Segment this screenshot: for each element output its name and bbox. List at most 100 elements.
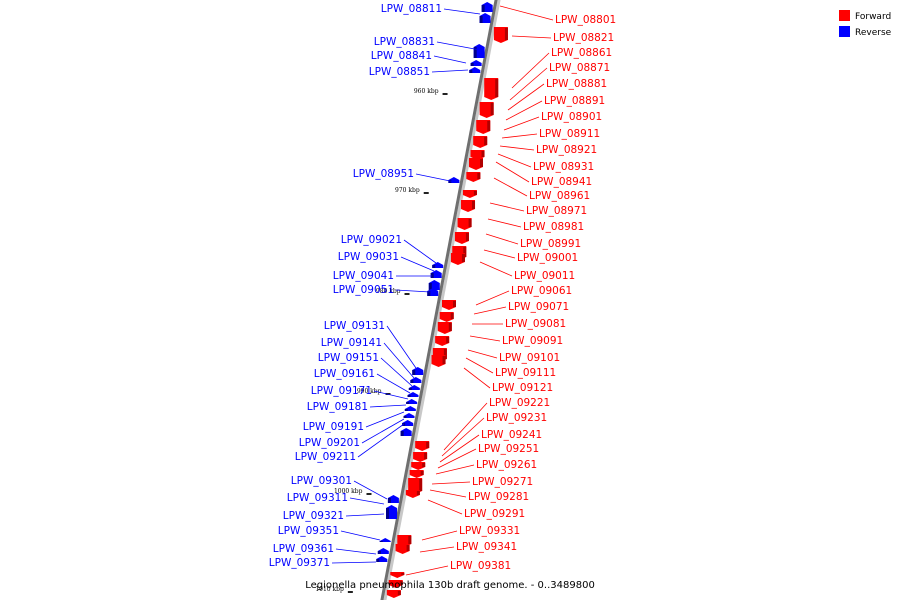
forward-gene-label: LPW_08801 bbox=[555, 14, 616, 26]
forward-gene-shape bbox=[469, 158, 484, 170]
forward-gene-labels: LPW_08801 LPW_08821 LPW_08861 LPW_08871 LPW_… bbox=[405, 5, 616, 576]
forward-label-leader bbox=[467, 349, 498, 359]
reverse-gene-shape bbox=[377, 548, 389, 554]
forward-label-leader bbox=[489, 202, 525, 212]
forward-gene-shape bbox=[411, 462, 426, 470]
forward-gene-label: LPW_09291 bbox=[464, 508, 525, 520]
forward-label-leader bbox=[499, 145, 535, 151]
forward-gene-label: LPW_09111 bbox=[495, 367, 556, 379]
reverse-gene-shape bbox=[428, 280, 440, 290]
reverse-gene-label: LPW_09141 bbox=[321, 337, 382, 349]
forward-label-leader bbox=[501, 133, 538, 139]
forward-gene-shape bbox=[442, 300, 456, 310]
forward-label-leader bbox=[427, 499, 463, 515]
reverse-label-leader bbox=[436, 41, 481, 51]
reverse-gene-label: LPW_09161 bbox=[314, 368, 375, 380]
forward-gene-shape bbox=[462, 190, 477, 198]
forward-gene-label: LPW_09331 bbox=[459, 525, 520, 537]
reverse-label-leader bbox=[331, 561, 377, 564]
reverse-gene-shape bbox=[386, 505, 398, 519]
forward-gene-shape bbox=[484, 78, 499, 100]
reverse-gene-shape bbox=[406, 399, 418, 404]
reverse-gene-label: LPW_09051 bbox=[333, 284, 394, 296]
reverse-gene-label: LPW_09351 bbox=[278, 525, 339, 537]
reverse-gene-label: LPW_09181 bbox=[307, 401, 368, 413]
forward-gene-label: LPW_09091 bbox=[502, 335, 563, 347]
reverse-gene-label: LPW_09311 bbox=[287, 492, 348, 504]
forward-gene-label: LPW_08931 bbox=[533, 161, 594, 173]
forward-gene-shape bbox=[479, 102, 494, 118]
reverse-gene-shape bbox=[470, 60, 482, 66]
backbone-line bbox=[380, 0, 498, 600]
forward-gene-label: LPW_09101 bbox=[499, 352, 560, 364]
forward-label-leader bbox=[479, 261, 513, 277]
reverse-label-leader bbox=[380, 357, 413, 387]
forward-label-leader bbox=[497, 153, 532, 168]
forward-label-leader bbox=[421, 530, 458, 541]
reverse-gene-shape bbox=[376, 556, 388, 562]
forward-gene-label: LPW_09251 bbox=[478, 443, 539, 455]
forward-gene-shape bbox=[388, 580, 403, 588]
forward-label-leader bbox=[469, 335, 501, 342]
legend-swatch-reverse bbox=[839, 26, 850, 37]
reverse-label-leader bbox=[373, 390, 409, 400]
reverse-gene-shape bbox=[410, 377, 422, 383]
forward-label-leader bbox=[511, 35, 552, 39]
forward-label-leader bbox=[505, 100, 543, 121]
forward-gene-label: LPW_09221 bbox=[489, 397, 550, 409]
forward-gene-label: LPW_09271 bbox=[472, 476, 533, 488]
reverse-gene-label: LPW_09211 bbox=[295, 451, 356, 463]
reverse-label-leader bbox=[353, 480, 388, 500]
legend: Forward Reverse bbox=[839, 10, 892, 38]
forward-gene-shape bbox=[395, 544, 410, 554]
forward-gene-label: LPW_08911 bbox=[539, 128, 600, 140]
reverse-label-leader bbox=[400, 256, 435, 272]
forward-label-leader bbox=[483, 249, 516, 259]
reverse-gene-shape bbox=[407, 392, 419, 397]
forward-gene-shape bbox=[466, 172, 481, 182]
reverse-gene-label: LPW_09041 bbox=[333, 270, 394, 282]
forward-gene-shape bbox=[409, 470, 424, 478]
reverse-gene-shape bbox=[403, 413, 415, 418]
tick-label: 990 kbp bbox=[357, 388, 382, 395]
forward-gene-shape bbox=[454, 232, 469, 244]
reverse-label-leader bbox=[361, 418, 405, 444]
reverse-label-leader bbox=[335, 548, 377, 555]
tick-mark bbox=[366, 493, 372, 495]
gene-features bbox=[376, 2, 508, 598]
reverse-gene-label: LPW_09371 bbox=[269, 557, 330, 569]
reverse-gene-label: LPW_09171 bbox=[311, 385, 372, 397]
tick-label: 960 kbp bbox=[414, 88, 439, 95]
forward-label-leader bbox=[495, 161, 530, 183]
tick-label: 970 kbp bbox=[395, 187, 420, 194]
forward-label-leader bbox=[503, 116, 540, 131]
tick-label: 1010 kbp bbox=[315, 586, 344, 593]
forward-label-leader bbox=[475, 290, 510, 306]
reverse-label-leader bbox=[403, 239, 437, 264]
reverse-gene-shape bbox=[469, 67, 481, 73]
tick-mark bbox=[347, 591, 353, 593]
forward-gene-shape bbox=[437, 322, 452, 334]
forward-gene-shape bbox=[386, 590, 401, 598]
reverse-label-leader bbox=[386, 325, 419, 372]
reverse-gene-label: LPW_09131 bbox=[324, 320, 385, 332]
forward-label-leader bbox=[463, 367, 491, 389]
forward-gene-label: LPW_09281 bbox=[468, 491, 529, 503]
reverse-gene-label: LPW_09321 bbox=[283, 510, 344, 522]
reverse-label-leader bbox=[365, 411, 405, 428]
forward-label-leader bbox=[465, 357, 494, 374]
forward-label-leader bbox=[507, 83, 545, 111]
forward-gene-label: LPW_09081 bbox=[505, 318, 566, 330]
reverse-gene-shape bbox=[408, 385, 420, 390]
forward-gene-label: LPW_08891 bbox=[544, 95, 605, 107]
forward-label-leader bbox=[509, 67, 548, 101]
reverse-gene-label: LPW_08851 bbox=[369, 66, 430, 78]
reverse-label-leader bbox=[433, 55, 467, 64]
forward-gene-shape bbox=[435, 336, 450, 346]
reverse-label-leader bbox=[431, 69, 469, 73]
forward-gene-label: LPW_08881 bbox=[546, 78, 607, 90]
forward-gene-shape bbox=[461, 200, 476, 212]
forward-gene-shape bbox=[405, 490, 420, 498]
forward-gene-label: LPW_09341 bbox=[456, 541, 517, 553]
